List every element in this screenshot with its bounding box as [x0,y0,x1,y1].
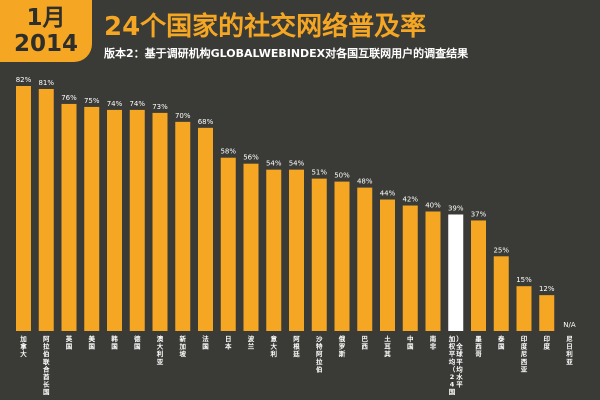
data-label: 12% [539,285,555,293]
data-label: 76% [61,94,77,102]
category-label: 印度尼西亚 [521,334,528,373]
category-label: 俄罗斯 [338,334,346,358]
bar [61,103,77,332]
bar [448,214,464,331]
bar [84,106,100,331]
category-label: 美国 [89,334,96,351]
category-label: 巴西 [362,335,369,351]
category-label: 沙特阿拉伯 [316,335,323,373]
bar [289,169,304,331]
badge-month: 1月 [26,5,66,31]
bar [493,256,509,331]
bar [266,169,282,331]
badge-year: 2014 [13,31,78,57]
bar [198,127,213,331]
category-label: 新加坡 [179,334,187,358]
data-label: 56% [243,154,259,162]
category-label: 意大利 [271,334,278,358]
data-label: 44% [380,190,396,198]
category-label: 波兰 [248,334,255,351]
data-label: 54% [266,160,282,168]
data-label: 70% [175,112,191,120]
bar [129,109,145,331]
bar [107,109,122,331]
category-label: 阿拉伯联合酋长国 [42,334,50,396]
data-label: 37% [471,210,487,218]
data-label: 40% [425,201,441,209]
bar [243,163,259,331]
data-label: 42% [402,196,418,204]
data-label: 51% [311,169,327,177]
data-label: 68% [198,118,214,126]
data-label: 48% [357,178,373,186]
bar [334,181,350,331]
bar [516,286,532,331]
chart-title: 24个国家的社交网络普及率 [104,12,427,42]
bar [38,88,54,331]
category-label: 日本 [225,335,232,351]
data-label: 81% [38,79,54,87]
date-badge: 1月 2014 [0,0,92,62]
category-label: 德国 [134,334,141,351]
data-label: 73% [152,103,168,111]
bar [380,199,395,331]
category-label: 中国 [407,334,414,351]
bar [152,112,168,331]
chart-subtitle: 版本2：基于调研机构GLOBALWEBINDEX对各国互联网用户的调查结果 [104,47,469,60]
bar [220,157,236,331]
bar [471,220,486,331]
category-label: 墨西哥 [475,334,482,358]
data-label: 74% [107,100,123,108]
data-label: 82% [16,76,32,84]
bar [311,178,327,331]
category-label: 加权平均（ 2 4 国）全球平均水平 [448,334,464,396]
bar [402,205,418,331]
data-label: 39% [448,204,464,212]
data-label: 75% [84,97,100,105]
bar [175,121,191,331]
data-label: 50% [334,172,350,180]
category-label: 法国 [202,334,209,351]
category-label: 英国 [65,334,73,351]
data-label: N/A [563,321,576,329]
category-label: 澳大利亚 [157,334,164,366]
data-label: 15% [516,276,532,284]
data-label: 74% [129,100,145,108]
category-label: 阿根廷 [292,334,300,358]
bar [539,295,555,331]
data-label: 54% [289,160,305,168]
category-label: 土耳其 [384,334,391,358]
category-label: 尼日利亚 [566,334,573,366]
category-label: 韩国 [111,334,118,351]
bar [16,86,31,331]
category-label: 南非 [430,334,437,351]
data-label: 58% [220,148,236,156]
bar [357,187,373,331]
category-label: 印度 [544,334,551,351]
bar [425,211,441,331]
category-label: 泰国 [497,334,505,351]
category-label: 加拿大 [19,334,27,358]
data-label: 25% [493,246,509,254]
